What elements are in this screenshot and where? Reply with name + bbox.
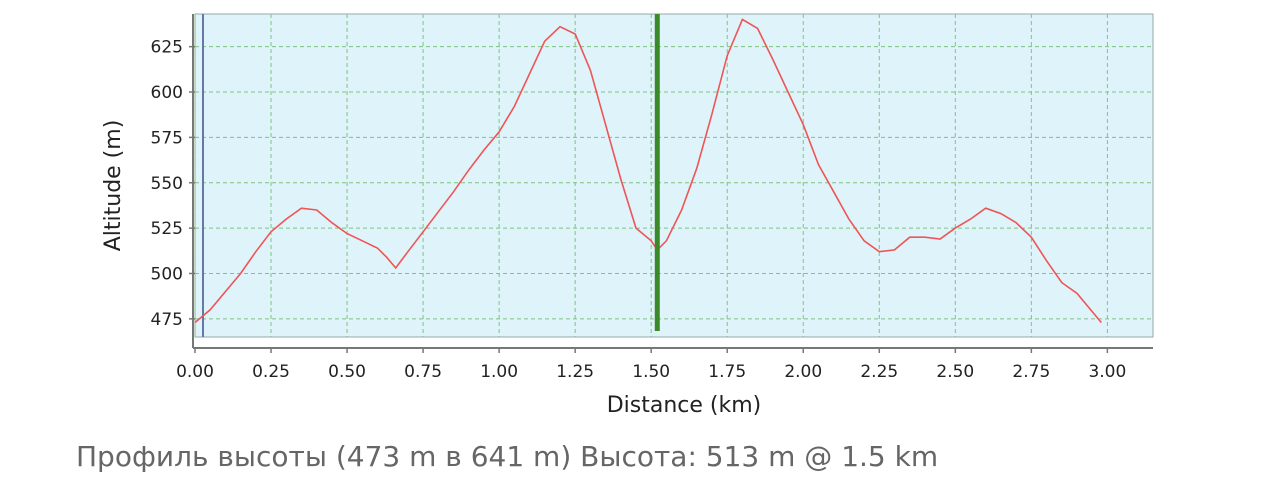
x-axis-title: Distance (km) xyxy=(607,393,762,418)
y-tick-label: 525 xyxy=(151,219,183,239)
elevation-line xyxy=(194,18,1102,324)
y-tick-label: 550 xyxy=(151,174,183,194)
axes xyxy=(192,14,1153,349)
x-tick-label: 1.00 xyxy=(480,362,518,382)
x-axis-ticks: 0.00 0.25 0.50 0.75 1.00 1.25 1.50 1.75 2.00 2.25… xyxy=(176,347,1126,382)
x-tick-label: 2.00 xyxy=(784,362,822,382)
elevation-chart: 0.00 0.25 0.50 0.75 1.00 1.25 1.50 1.75 2.00 2.25… xyxy=(101,13,1154,418)
y-axis-title: Altitude (m) xyxy=(101,120,126,252)
x-tick-label: 3.00 xyxy=(1088,362,1126,382)
x-tick-label: 1.75 xyxy=(708,362,746,382)
y-tick-label: 600 xyxy=(151,83,183,103)
y-tick-label: 475 xyxy=(151,310,183,330)
x-tick-label: 1.50 xyxy=(632,362,670,382)
x-tick-label: 2.75 xyxy=(1012,362,1050,382)
x-tick-label: 0.50 xyxy=(328,362,366,382)
elevation-caption: Профиль высоты (473 m в 641 m) Высота: 5… xyxy=(76,440,939,473)
x-tick-label: 0.25 xyxy=(252,362,290,382)
grid xyxy=(194,14,1153,337)
y-tick-label: 500 xyxy=(151,264,183,284)
y-tick-label: 575 xyxy=(151,128,183,148)
x-tick-label: 2.25 xyxy=(860,362,898,382)
x-tick-label: 0.00 xyxy=(176,362,214,382)
x-tick-label: 2.50 xyxy=(936,362,974,382)
y-tick-label: 625 xyxy=(151,38,183,58)
y-axis-ticks: 475 500 525 550 575 600 625 xyxy=(151,38,195,330)
plot-area xyxy=(194,13,1154,338)
x-tick-label: 1.25 xyxy=(556,362,594,382)
x-tick-label: 0.75 xyxy=(404,362,442,382)
